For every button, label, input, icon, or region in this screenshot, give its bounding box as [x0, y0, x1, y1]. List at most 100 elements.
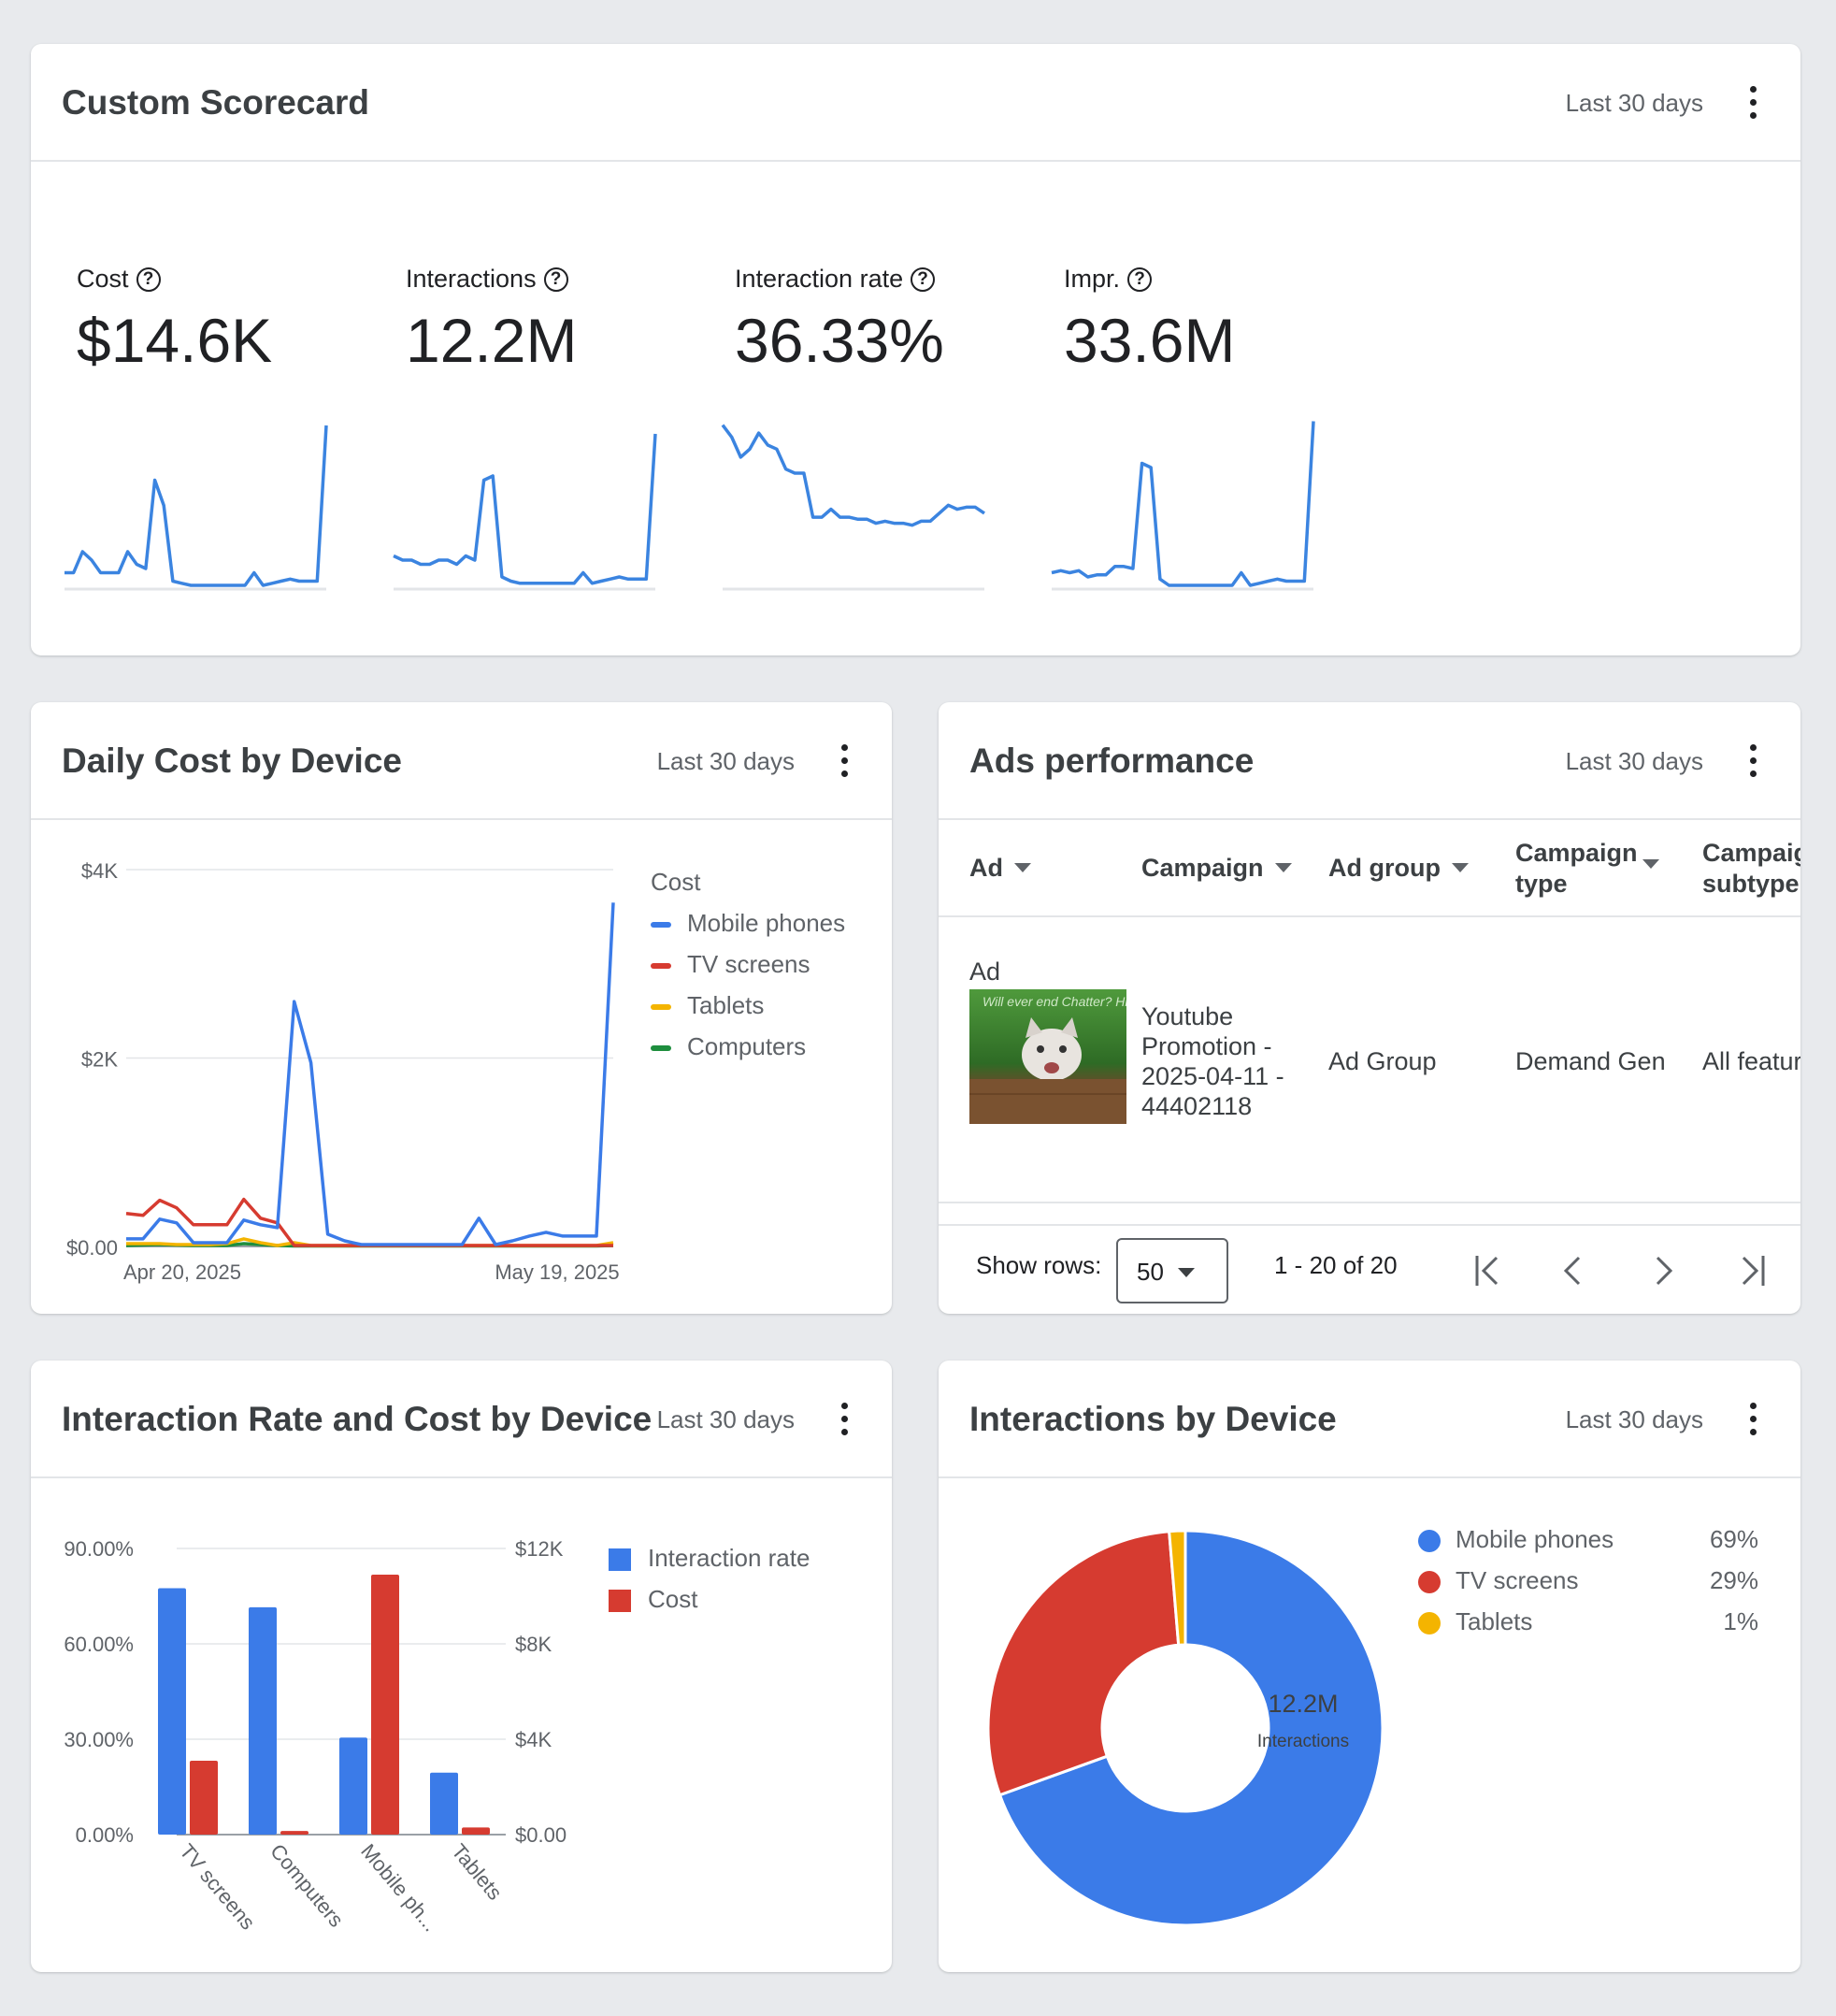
donut-slice-tablets — [1168, 1529, 1187, 1647]
daily-cost-more-menu-icon[interactable] — [825, 742, 863, 780]
first-page-icon[interactable] — [1469, 1252, 1506, 1289]
legend-label: Tablets — [687, 991, 765, 1019]
y-right-tick-label: $0.00 — [515, 1823, 567, 1847]
ad-thumbnail[interactable]: Will ever end Chatter? Hi! — [969, 989, 1126, 1124]
legend-swatch — [651, 1004, 671, 1011]
y-left-tick-label: 60.00% — [64, 1633, 134, 1656]
bar-cost — [280, 1831, 308, 1835]
legend-swatch — [651, 963, 671, 970]
interactions-donut-chart — [986, 1529, 1384, 1927]
metric-impressions-value: 33.6M — [1064, 306, 1236, 375]
legend-label: Interaction rate — [648, 1544, 810, 1572]
next-page-icon[interactable] — [1644, 1252, 1682, 1289]
column-header-campaign-subtype[interactable]: Campaign subtype — [1702, 839, 1800, 898]
legend-item-tablets[interactable]: Tablets — [651, 991, 764, 1020]
scorecard-title: Custom Scorecard — [62, 83, 369, 122]
metric-interactions: Interactions? 12.2M — [406, 265, 577, 376]
sparkline-cost — [65, 425, 328, 587]
pagination-bar: Show rows: 50 1 - 20 of 20 — [939, 1224, 1800, 1314]
cell-ad-group[interactable]: Ad Group — [1328, 1047, 1437, 1075]
help-icon[interactable]: ? — [543, 266, 568, 292]
bar-cost — [371, 1575, 399, 1835]
help-icon[interactable]: ? — [136, 266, 161, 292]
x-category-label: Computers — [265, 1839, 348, 1931]
donut-center-value: 12.2M — [1268, 1690, 1339, 1718]
legend-swatch — [609, 1548, 631, 1572]
ads-performance-card: Ads performance Last 30 days Ad Campaign… — [939, 702, 1800, 1314]
interactions-card: Interactions by Device Last 30 days 12.2… — [939, 1361, 1800, 1972]
daily-cost-legend-title: Cost — [651, 868, 701, 896]
scorecard-header: Custom Scorecard Last 30 days — [31, 44, 1800, 162]
y-left-tick-label: 0.00% — [76, 1823, 134, 1847]
cell-campaign-type: Demand Gen — [1515, 1047, 1666, 1075]
metric-impressions: Impr.? 33.6M — [1064, 265, 1235, 376]
help-icon[interactable]: ? — [1127, 266, 1153, 292]
interactions-range[interactable]: Last 30 days — [1565, 1405, 1703, 1433]
metric-cost-label: Cost — [77, 265, 129, 293]
sort-arrow-icon[interactable] — [1642, 859, 1659, 869]
legend-label: Tablets — [1456, 1607, 1533, 1635]
interactions-header: Interactions by Device Last 30 days — [939, 1361, 1800, 1478]
scorecard-range[interactable]: Last 30 days — [1565, 89, 1703, 117]
rows-per-page-value: 50 — [1137, 1258, 1164, 1286]
ads-range[interactable]: Last 30 days — [1565, 747, 1703, 775]
legend-item-tablets[interactable]: Tablets 1% — [1418, 1607, 1758, 1636]
daily-cost-range[interactable]: Last 30 days — [656, 747, 795, 775]
table-row[interactable]: Ad Will ever end Chatter? Hi! Youtube Pr… — [939, 917, 1800, 1203]
daily-cost-chart: $0.00 $2K $4K Apr 20, 2025 May 19, 2025 — [66, 859, 620, 1284]
legend-percent: 69% — [1709, 1525, 1758, 1553]
ads-more-menu-icon[interactable] — [1734, 742, 1771, 780]
table-header-row: Ad Campaign Ad group Campaign type Campa… — [939, 820, 1800, 917]
legend-swatch — [1418, 1571, 1441, 1594]
cell-campaign[interactable]: Youtube Promotion - 2025-04-11 - 4440211… — [1141, 1002, 1284, 1120]
legend-item-tv-screens[interactable]: TV screens — [651, 950, 810, 979]
bar-interaction-rate — [158, 1588, 186, 1835]
rows-per-page-select[interactable]: 50 — [1116, 1238, 1228, 1303]
legend-label: Mobile phones — [1456, 1525, 1614, 1553]
scorecard-more-menu-icon[interactable] — [1734, 84, 1771, 122]
rate-cost-title: Interaction Rate and Cost by Device — [62, 1400, 653, 1438]
legend-percent: 1% — [1723, 1607, 1758, 1635]
metric-cost: Cost? $14.6K — [77, 265, 272, 376]
cell-ad: Ad — [969, 958, 1001, 986]
rate-cost-chart: 0.00% $0.00 30.00% $4K 60.00% $8K 90.00% $12K TV… — [64, 1537, 567, 1936]
sparkline-interactions — [393, 433, 657, 585]
dropdown-arrow-icon — [1178, 1268, 1195, 1277]
legend-item-tv-screens[interactable]: TV screens 29% — [1418, 1566, 1758, 1595]
metric-interaction-rate-label: Interaction rate — [735, 265, 904, 293]
sparkline-interaction-rate — [721, 424, 985, 527]
rate-cost-range[interactable]: Last 30 days — [656, 1405, 795, 1433]
y-right-tick-label: $4K — [515, 1728, 552, 1751]
legend-label: TV screens — [687, 950, 810, 978]
help-icon[interactable]: ? — [911, 266, 936, 292]
sparkline-impr — [1051, 421, 1315, 587]
x-tick-label: Apr 20, 2025 — [123, 1260, 241, 1284]
donut-slice-mobile-phones — [997, 1529, 1384, 1927]
page-range-label: 1 - 20 of 20 — [1274, 1251, 1398, 1279]
rate-cost-header: Interaction Rate and Cost by Device Last… — [31, 1361, 892, 1478]
rate-cost-more-menu-icon[interactable] — [825, 1401, 863, 1438]
ad-thumbnail-image: Will ever end Chatter? Hi! — [969, 994, 1126, 1124]
bar-interaction-rate — [339, 1737, 367, 1835]
interactions-more-menu-icon[interactable] — [1734, 1401, 1771, 1438]
column-header-campaign-type[interactable]: Campaign type — [1515, 839, 1638, 898]
column-header-campaign[interactable]: Campaign — [1141, 853, 1292, 884]
legend-item-mobile-phones[interactable]: Mobile phones — [651, 909, 845, 938]
legend-swatch — [651, 922, 671, 929]
column-header-ad-group[interactable]: Ad group — [1328, 853, 1469, 884]
legend-item-computers[interactable]: Computers — [651, 1032, 806, 1061]
previous-page-icon[interactable] — [1555, 1252, 1592, 1289]
scorecard-card: Custom Scorecard Last 30 days Cost? $14.… — [31, 44, 1800, 655]
legend-swatch — [651, 1045, 671, 1052]
bar-cost — [190, 1760, 218, 1835]
y-tick-label: $2K — [81, 1048, 118, 1072]
legend-item-interaction-rate[interactable]: Interaction rate — [609, 1544, 810, 1573]
legend-item-cost[interactable]: Cost — [609, 1585, 697, 1614]
y-right-tick-label: $12K — [515, 1537, 564, 1561]
column-header-ad[interactable]: Ad — [969, 853, 1031, 884]
bar-interaction-rate — [249, 1606, 277, 1835]
legend-item-mobile-phones[interactable]: Mobile phones 69% — [1418, 1525, 1758, 1554]
show-rows-label: Show rows: — [976, 1251, 1102, 1279]
last-page-icon[interactable] — [1734, 1252, 1771, 1289]
metric-interactions-value: 12.2M — [406, 306, 578, 375]
